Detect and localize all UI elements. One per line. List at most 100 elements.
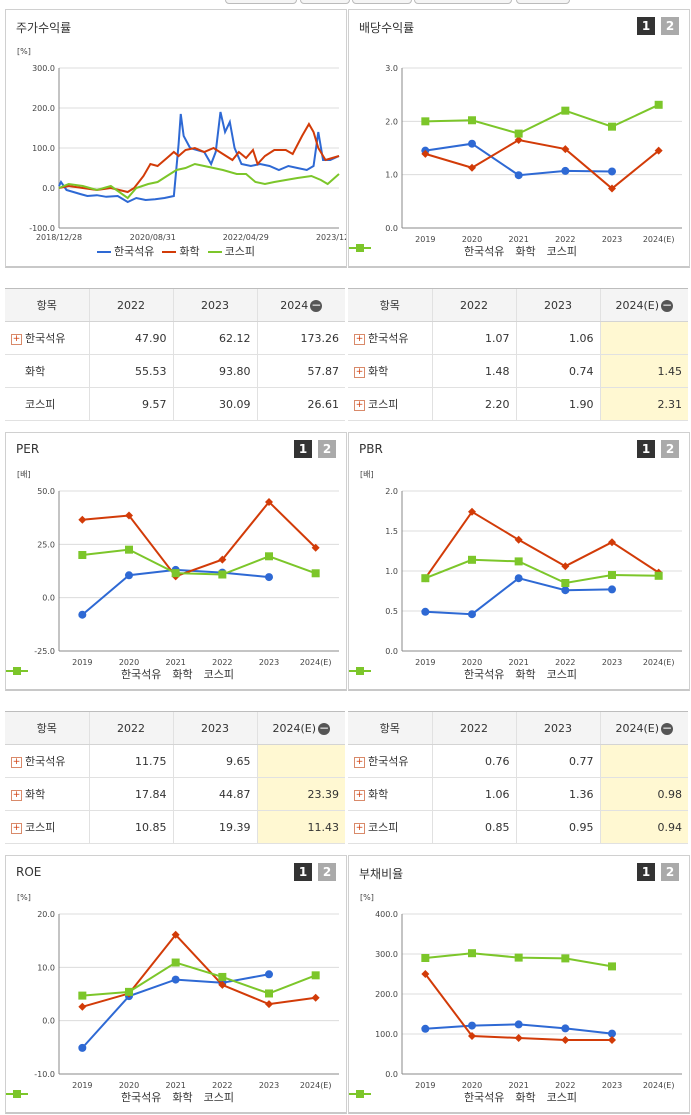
period-button-1[interactable]: 1 [637,17,655,35]
data-point[interactable] [514,1034,523,1042]
collapse-icon[interactable]: − [661,720,674,735]
data-point[interactable] [265,1000,273,1009]
legend-item[interactable]: 화학 [6,666,193,682]
data-point[interactable] [468,139,476,148]
data-point[interactable] [608,167,616,176]
expand-plus-icon[interactable]: + [11,822,22,834]
legend-item[interactable]: 코스피 [349,1089,577,1105]
data-point[interactable] [654,100,663,109]
legend-item[interactable]: 한국석유 [349,243,504,259]
expand-plus-icon[interactable]: + [354,756,365,768]
data-point[interactable] [468,116,476,125]
data-point[interactable] [265,497,273,506]
data-point[interactable] [561,579,570,587]
data-point[interactable] [78,1002,87,1011]
data-point[interactable] [468,555,476,564]
data-point[interactable] [561,1036,570,1044]
data-point[interactable] [78,991,87,1000]
data-point[interactable] [514,574,523,583]
expand-plus-icon[interactable]: + [354,333,365,345]
data-point[interactable] [608,184,616,193]
data-point[interactable] [265,573,273,582]
data-point[interactable] [468,1021,476,1030]
data-point[interactable] [78,515,87,524]
toolbar-button[interactable] [414,0,512,4]
data-point[interactable] [421,117,430,126]
data-point[interactable] [561,145,570,154]
data-point[interactable] [171,569,180,578]
period-button-2[interactable]: 2 [661,863,679,881]
data-point[interactable] [218,972,227,981]
data-point[interactable] [421,607,430,616]
data-point[interactable] [265,970,273,979]
legend-item[interactable]: 화학 [6,1089,193,1105]
period-button-2[interactable]: 2 [318,863,336,881]
legend-item[interactable]: 코스피 [6,666,234,682]
data-point[interactable] [561,954,570,963]
data-point[interactable] [514,557,523,566]
data-point[interactable] [311,993,320,1002]
data-point[interactable] [514,953,523,962]
toolbar-button[interactable] [516,0,570,4]
data-point[interactable] [125,545,133,554]
data-point[interactable] [561,1024,570,1033]
expand-plus-icon[interactable]: + [11,756,22,768]
collapse-icon[interactable]: − [318,720,331,735]
toolbar-button[interactable] [225,0,297,4]
collapse-icon[interactable]: − [661,297,674,312]
data-point[interactable] [514,136,523,144]
data-point[interactable] [171,958,180,967]
legend-item[interactable]: 코스피 [207,243,255,259]
data-point[interactable] [311,543,320,552]
data-point[interactable] [468,610,476,619]
data-point[interactable] [608,571,616,579]
data-point[interactable] [125,571,133,580]
data-point[interactable] [78,551,87,559]
data-point[interactable] [561,106,570,115]
legend-item[interactable]: 화학 [349,243,536,259]
expand-plus-icon[interactable]: + [354,822,365,834]
legend-item[interactable]: 한국석유 [349,1089,504,1105]
data-point[interactable] [218,980,227,989]
data-point[interactable] [171,975,180,984]
period-button-1[interactable]: 1 [294,863,312,881]
data-point[interactable] [514,535,523,544]
data-point[interactable] [514,129,523,138]
data-point[interactable] [218,555,227,564]
data-point[interactable] [514,1020,523,1029]
legend-item[interactable]: 화학 [349,666,536,682]
data-point[interactable] [311,971,320,980]
period-button-2[interactable]: 2 [661,17,679,35]
data-point[interactable] [421,149,430,158]
legend-item[interactable]: 한국석유 [6,666,161,682]
data-point[interactable] [608,1036,616,1044]
expand-plus-icon[interactable]: + [354,789,365,801]
legend-item[interactable]: 화학 [349,1089,536,1105]
collapse-icon[interactable]: − [310,297,323,312]
data-point[interactable] [468,507,476,516]
legend-item[interactable]: 코스피 [349,666,577,682]
data-point[interactable] [78,610,87,619]
data-point[interactable] [421,574,430,583]
data-point[interactable] [421,970,430,978]
legend-item[interactable]: 한국석유 [349,666,504,682]
period-button-1[interactable]: 1 [294,440,312,458]
data-point[interactable] [468,949,476,958]
expand-plus-icon[interactable]: + [354,366,365,378]
data-point[interactable] [514,171,523,180]
data-point[interactable] [265,552,273,561]
data-point[interactable] [561,562,570,571]
legend-item[interactable]: 코스피 [349,243,577,259]
period-button-1[interactable]: 1 [637,440,655,458]
data-point[interactable] [125,511,133,520]
period-button-2[interactable]: 2 [661,440,679,458]
data-point[interactable] [608,585,616,594]
expand-plus-icon[interactable]: + [354,399,365,411]
toolbar-button[interactable] [352,0,412,4]
legend-item[interactable]: 코스피 [6,1089,234,1105]
expand-plus-icon[interactable]: + [11,333,22,345]
data-point[interactable] [561,166,570,175]
data-point[interactable] [265,989,273,998]
data-point[interactable] [218,570,227,579]
data-point[interactable] [468,163,476,172]
